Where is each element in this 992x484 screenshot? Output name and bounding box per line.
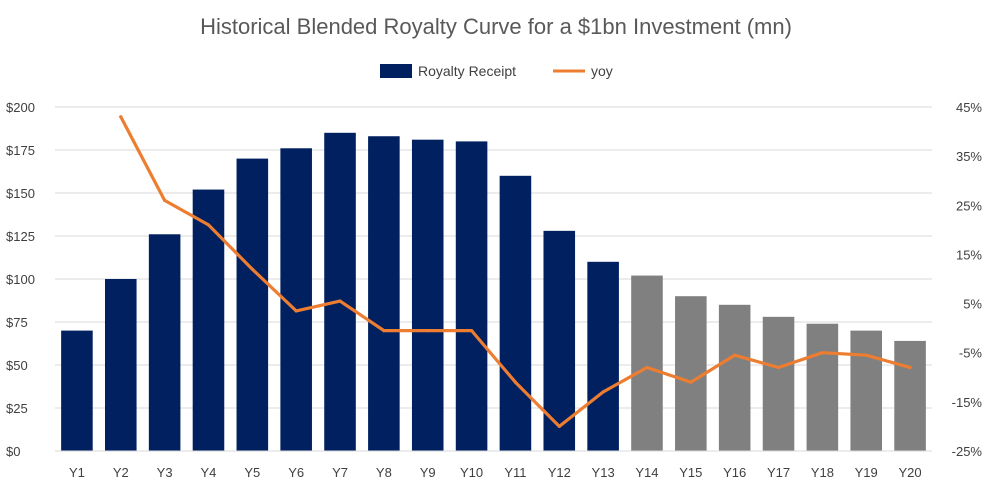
legend-label-royalty-receipt: Royalty Receipt: [418, 63, 516, 79]
left-tick-label: $150: [6, 186, 35, 201]
yoy-point-y11: [513, 380, 518, 384]
gridlines: [55, 106, 932, 452]
yoy-point-y10: [469, 329, 474, 333]
right-tick-label: 5%: [963, 297, 982, 312]
yoy-point-y13: [601, 390, 605, 394]
x-tick-label: Y15: [679, 465, 702, 480]
right-tick-label: 25%: [956, 198, 982, 213]
yoy-point-y9: [426, 329, 430, 333]
bar-y18: [806, 323, 839, 451]
left-tick-label: $25: [6, 401, 28, 416]
bar-y10: [455, 141, 488, 451]
yoy-point-y6: [294, 309, 298, 313]
right-tick-label: 35%: [956, 149, 982, 164]
legend-label-yoy: yoy: [591, 63, 613, 79]
yoy-point-y5: [250, 267, 254, 271]
legend-swatch-royalty-receipt: [380, 64, 412, 78]
right-tick-label: 15%: [956, 247, 982, 262]
yoy-point-y14: [645, 365, 649, 370]
bar-y9: [411, 139, 444, 451]
yoy-point-y8: [382, 329, 386, 333]
x-tick-label: Y4: [201, 465, 217, 480]
right-axis: -25% -15% -5% 5% 15% 25% 35% 45%: [952, 100, 983, 459]
left-tick-label: $50: [6, 358, 28, 373]
x-tick-label: Y20: [899, 465, 922, 480]
right-tick-label: 45%: [956, 100, 982, 115]
bar-y2: [104, 279, 137, 451]
left-tick-label: $0: [6, 444, 20, 459]
bar-y1: [61, 330, 93, 451]
yoy-point-y20: [908, 365, 912, 370]
right-tick-label: -5%: [959, 346, 983, 361]
bar-series: [61, 132, 926, 452]
left-tick-label: $175: [6, 143, 35, 158]
x-tick-label: Y1: [69, 465, 85, 480]
legend: Royalty Receipt yoy: [380, 63, 613, 79]
bar-y20: [894, 340, 926, 451]
bar-y16: [718, 304, 751, 451]
left-tick-label: $200: [6, 100, 35, 115]
yoy-point-y3: [163, 198, 167, 202]
bar-y13: [587, 261, 619, 451]
yoy-point-y2: [119, 115, 123, 119]
yoy-point-y7: [338, 299, 342, 303]
yoy-point-y18: [820, 351, 824, 355]
chart-title: Historical Blended Royalty Curve for a $…: [200, 14, 792, 39]
right-tick-label: -25%: [952, 444, 983, 459]
x-axis: Y1 Y2 Y3 Y4 Y5 Y6 Y7 Y8 Y9 Y10 Y11 Y12 Y13 Y14 Y15 Y16 Y…: [55, 450, 932, 480]
yoy-point-y16: [733, 353, 737, 357]
left-tick-label: $100: [6, 272, 35, 287]
yoy-point-y12: [557, 424, 561, 429]
yoy-point-y4: [206, 223, 211, 227]
bar-y15: [675, 296, 707, 451]
left-tick-label: $75: [6, 315, 28, 330]
x-tick-label: Y11: [504, 465, 526, 480]
left-tick-label: $125: [6, 229, 35, 244]
yoy-point-y17: [776, 365, 781, 370]
x-tick-label: Y8: [376, 465, 392, 480]
x-tick-label: Y2: [113, 465, 129, 480]
x-tick-label: Y19: [855, 465, 878, 480]
x-tick-label: Y7: [332, 465, 348, 480]
bar-y14: [631, 275, 663, 451]
bar-y3: [148, 234, 181, 451]
bar-y7: [324, 132, 356, 452]
line-series: [119, 115, 912, 429]
x-tick-label: Y16: [723, 465, 746, 480]
x-tick-label: Y13: [592, 465, 615, 480]
x-tick-label: Y5: [244, 465, 260, 480]
x-tick-label: Y9: [420, 465, 436, 480]
bar-y11: [499, 175, 532, 452]
bar-y17: [762, 316, 795, 451]
yoy-point-y19: [864, 353, 868, 357]
x-tick-label: Y10: [460, 465, 483, 480]
x-tick-label: Y18: [811, 465, 834, 480]
right-tick-label: -15%: [952, 395, 983, 410]
bar-y5: [236, 158, 269, 451]
bar-y8: [368, 136, 400, 452]
x-tick-label: Y3: [157, 465, 173, 480]
bar-y19: [850, 330, 883, 451]
yoy-point-y15: [689, 380, 693, 384]
x-tick-label: Y17: [767, 465, 790, 480]
bar-y4: [192, 189, 225, 451]
x-tick-label: Y14: [635, 465, 658, 480]
x-tick-label: Y6: [288, 465, 304, 480]
left-axis: $0 $25 $50 $75 $100 $125 $150 $175 $200: [6, 100, 35, 459]
x-tick-label: Y12: [548, 465, 571, 480]
